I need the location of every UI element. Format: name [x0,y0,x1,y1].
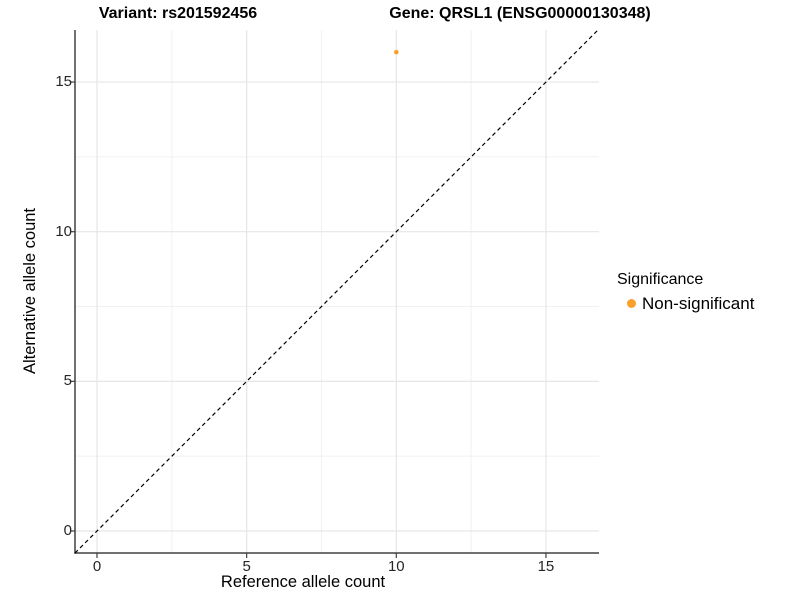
y-tick-label-1: 5 [63,372,72,390]
y-tick-label-2: 10 [55,222,72,240]
legend-item-label: Non-significant [642,294,755,313]
x-tick-label-1: 5 [242,558,251,575]
data-point [394,49,399,55]
x-tick-label-3: 15 [537,558,555,575]
x-tick-label-2: 10 [387,558,405,575]
legend-point-icon [627,299,636,308]
y-tick-label-0: 0 [63,522,72,539]
identity-reference-line [74,29,599,554]
y-axis-title: Alternative allele count [21,207,39,375]
plot-title-variant: Variant: rs201592456 [98,5,258,22]
y-tick-label-3: 15 [55,73,72,91]
legend-item-non-significant: Non-significant [627,294,754,313]
x-tick-label-0: 0 [92,558,102,575]
x-axis-title: Reference allele count [220,573,386,591]
legend-title: Significance [617,271,704,288]
plot-title-gene: Gene: QRSL1 (ENSG00000130348) [389,5,651,22]
legend: Significance Non-significant [617,270,754,313]
